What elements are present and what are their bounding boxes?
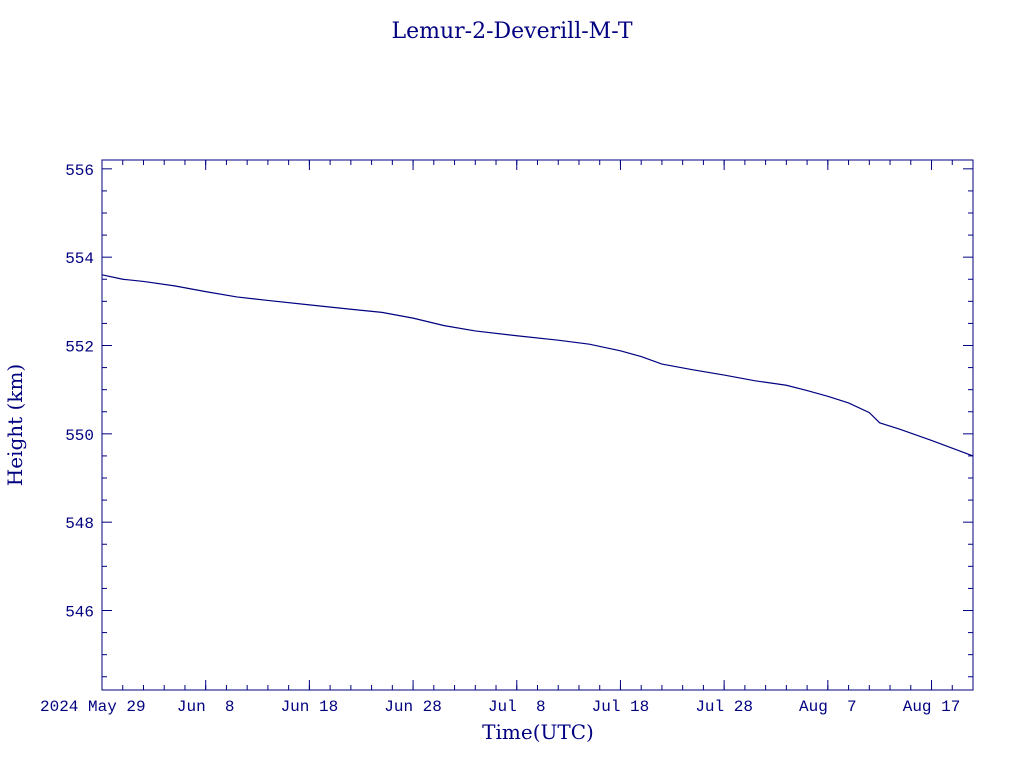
x-tick-label: Jul 28 xyxy=(695,698,753,716)
y-axis-label: Height (km) xyxy=(3,364,27,486)
x-tick-label: Jun 8 xyxy=(177,698,235,716)
x-tick-label: Jun 28 xyxy=(384,698,442,716)
x-tick-label: 2024 May 29 xyxy=(40,698,146,716)
x-tick-label: Aug 17 xyxy=(903,698,961,716)
y-tick-label: 552 xyxy=(65,339,94,357)
x-tick-label: Jul 8 xyxy=(488,698,546,716)
x-tick-label: Aug 7 xyxy=(799,698,857,716)
chart-title: Lemur-2-Deverill-M-T xyxy=(391,19,632,44)
y-tick-label: 548 xyxy=(65,515,94,533)
tick-layer xyxy=(101,160,974,690)
x-tick-label: Jul 18 xyxy=(592,698,650,716)
tick-labels: 546 548 550 552 554 556 2024 May 29 Jun 8 Jun 18… xyxy=(40,162,960,716)
series-line xyxy=(101,274,974,457)
y-tick-label: 546 xyxy=(65,604,94,622)
y-tick-label: 554 xyxy=(65,250,94,268)
x-tick-label: Jun 18 xyxy=(281,698,339,716)
y-tick-label: 550 xyxy=(65,427,94,445)
x-axis-label: Time(UTC) xyxy=(482,720,594,744)
y-tick-label: 556 xyxy=(65,162,94,180)
plot-frame xyxy=(101,159,974,691)
